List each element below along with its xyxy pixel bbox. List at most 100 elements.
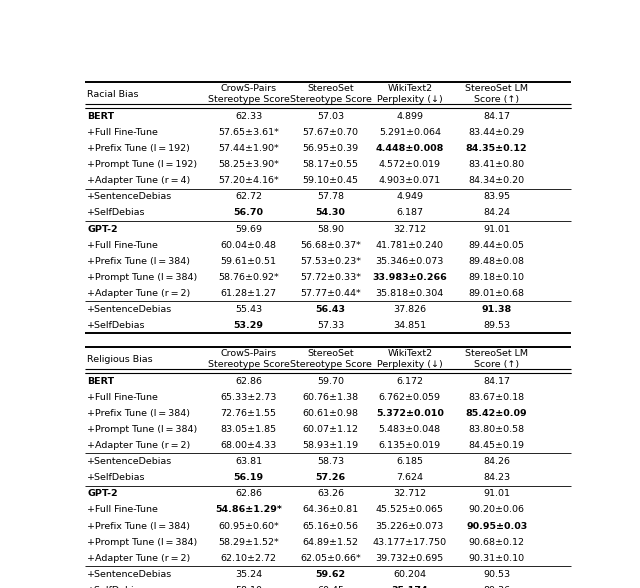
- Text: 83.05±1.85: 83.05±1.85: [221, 425, 276, 434]
- Text: 6.762±0.059: 6.762±0.059: [379, 393, 441, 402]
- Text: 83.44±0.29: 83.44±0.29: [468, 128, 525, 137]
- Text: GPT-2: GPT-2: [88, 489, 118, 499]
- Text: 60.07±1.12: 60.07±1.12: [303, 425, 358, 434]
- Text: 68.00±4.33: 68.00±4.33: [221, 441, 276, 450]
- Text: 57.67±0.70: 57.67±0.70: [303, 128, 358, 137]
- Text: 59.10±0.45: 59.10±0.45: [303, 176, 358, 185]
- Text: WikiText2
Perplexity (↓): WikiText2 Perplexity (↓): [377, 349, 443, 369]
- Text: 6.135±0.019: 6.135±0.019: [379, 441, 441, 450]
- Text: +SelfDebias: +SelfDebias: [88, 586, 146, 588]
- Text: 84.24: 84.24: [483, 208, 510, 218]
- Text: 56.43: 56.43: [316, 305, 346, 314]
- Text: 89.48±0.08: 89.48±0.08: [468, 256, 525, 266]
- Text: 57.26: 57.26: [316, 473, 346, 482]
- Text: 39.732±0.695: 39.732±0.695: [376, 554, 444, 563]
- Text: 54.86±1.29*: 54.86±1.29*: [215, 506, 282, 514]
- Text: 61.28±1.27: 61.28±1.27: [221, 289, 276, 298]
- Text: 57.33: 57.33: [317, 321, 344, 330]
- Text: 57.20±4.16*: 57.20±4.16*: [218, 176, 279, 185]
- Text: 55.43: 55.43: [235, 305, 262, 314]
- Text: +Full Fine-Tune: +Full Fine-Tune: [88, 240, 158, 249]
- Text: 54.30: 54.30: [316, 208, 346, 218]
- Text: +SentenceDebias: +SentenceDebias: [88, 305, 173, 314]
- Text: 90.53: 90.53: [483, 570, 510, 579]
- Text: 57.53±0.23*: 57.53±0.23*: [300, 256, 361, 266]
- Text: +Prefix Tune (l = 384): +Prefix Tune (l = 384): [88, 522, 191, 530]
- Text: 84.17: 84.17: [483, 112, 510, 121]
- Text: 57.77±0.44*: 57.77±0.44*: [300, 289, 361, 298]
- Text: 33.983±0.266: 33.983±0.266: [372, 273, 447, 282]
- Text: 60.45: 60.45: [317, 586, 344, 588]
- Text: BERT: BERT: [88, 377, 115, 386]
- Text: +SentenceDebias: +SentenceDebias: [88, 457, 173, 466]
- Text: +Adapter Tune (r = 2): +Adapter Tune (r = 2): [88, 441, 191, 450]
- Text: 57.78: 57.78: [317, 192, 344, 201]
- Text: 58.17±0.55: 58.17±0.55: [303, 160, 358, 169]
- Text: +SelfDebias: +SelfDebias: [88, 473, 146, 482]
- Text: 72.76±1.55: 72.76±1.55: [221, 409, 276, 418]
- Text: 56.70: 56.70: [234, 208, 264, 218]
- Text: +SelfDebias: +SelfDebias: [88, 208, 146, 218]
- Text: 83.80±0.58: 83.80±0.58: [468, 425, 525, 434]
- Text: 5.372±0.010: 5.372±0.010: [376, 409, 444, 418]
- Text: +Prompt Tune (l = 384): +Prompt Tune (l = 384): [88, 273, 198, 282]
- Text: 63.26: 63.26: [317, 489, 344, 499]
- Text: 58.76±0.92*: 58.76±0.92*: [218, 273, 279, 282]
- Text: 53.29: 53.29: [234, 321, 264, 330]
- Text: 57.44±1.90*: 57.44±1.90*: [218, 144, 279, 153]
- Text: Racial Bias: Racial Bias: [88, 90, 139, 99]
- Text: 58.90: 58.90: [317, 225, 344, 233]
- Text: 91.38: 91.38: [481, 305, 512, 314]
- Text: 34.851: 34.851: [393, 321, 426, 330]
- Text: 89.18±0.10: 89.18±0.10: [468, 273, 525, 282]
- Text: 35.174: 35.174: [392, 586, 428, 588]
- Text: 90.31±0.10: 90.31±0.10: [468, 554, 525, 563]
- Text: 4.903±0.071: 4.903±0.071: [379, 176, 441, 185]
- Text: 45.525±0.065: 45.525±0.065: [376, 506, 444, 514]
- Text: 35.24: 35.24: [235, 570, 262, 579]
- Text: 65.16±0.56: 65.16±0.56: [303, 522, 358, 530]
- Text: WikiText2
Perplexity (↓): WikiText2 Perplexity (↓): [377, 85, 443, 104]
- Text: 84.23: 84.23: [483, 473, 510, 482]
- Text: 4.949: 4.949: [396, 192, 423, 201]
- Text: 35.818±0.304: 35.818±0.304: [376, 289, 444, 298]
- Text: 35.346±0.073: 35.346±0.073: [376, 256, 444, 266]
- Text: 7.624: 7.624: [396, 473, 423, 482]
- Text: 65.33±2.73: 65.33±2.73: [220, 393, 277, 402]
- Text: 91.01: 91.01: [483, 489, 510, 499]
- Text: 83.67±0.18: 83.67±0.18: [468, 393, 525, 402]
- Text: 6.187: 6.187: [396, 208, 423, 218]
- Text: +SentenceDebias: +SentenceDebias: [88, 570, 173, 579]
- Text: 90.20±0.06: 90.20±0.06: [468, 506, 525, 514]
- Text: +Prompt Tune (l = 384): +Prompt Tune (l = 384): [88, 425, 198, 434]
- Text: +Prompt Tune (l = 192): +Prompt Tune (l = 192): [88, 160, 198, 169]
- Text: 4.899: 4.899: [396, 112, 423, 121]
- Text: 58.25±3.90*: 58.25±3.90*: [218, 160, 279, 169]
- Text: 62.86: 62.86: [235, 489, 262, 499]
- Text: 83.95: 83.95: [483, 192, 510, 201]
- Text: 84.34±0.20: 84.34±0.20: [468, 176, 525, 185]
- Text: 43.177±17.750: 43.177±17.750: [372, 537, 447, 547]
- Text: 58.93±1.19: 58.93±1.19: [303, 441, 358, 450]
- Text: GPT-2: GPT-2: [88, 225, 118, 233]
- Text: +Prompt Tune (l = 384): +Prompt Tune (l = 384): [88, 537, 198, 547]
- Text: 57.03: 57.03: [317, 112, 344, 121]
- Text: 60.61±0.98: 60.61±0.98: [303, 409, 358, 418]
- Text: 62.33: 62.33: [235, 112, 262, 121]
- Text: 84.17: 84.17: [483, 377, 510, 386]
- Text: 6.185: 6.185: [396, 457, 423, 466]
- Text: +Adapter Tune (r = 4): +Adapter Tune (r = 4): [88, 176, 191, 185]
- Text: 57.72±0.33*: 57.72±0.33*: [300, 273, 361, 282]
- Text: Religious Bias: Religious Bias: [88, 355, 153, 364]
- Text: 6.172: 6.172: [396, 377, 423, 386]
- Text: +Full Fine-Tune: +Full Fine-Tune: [88, 128, 158, 137]
- Text: 56.19: 56.19: [234, 473, 264, 482]
- Text: BERT: BERT: [88, 112, 115, 121]
- Text: 56.95±0.39: 56.95±0.39: [303, 144, 358, 153]
- Text: 62.72: 62.72: [235, 192, 262, 201]
- Text: 83.41±0.80: 83.41±0.80: [468, 160, 525, 169]
- Text: 89.44±0.05: 89.44±0.05: [468, 240, 525, 249]
- Text: StereoSet LM
Score (↑): StereoSet LM Score (↑): [465, 85, 528, 104]
- Text: 89.01±0.68: 89.01±0.68: [468, 289, 525, 298]
- Text: 60.76±1.38: 60.76±1.38: [303, 393, 358, 402]
